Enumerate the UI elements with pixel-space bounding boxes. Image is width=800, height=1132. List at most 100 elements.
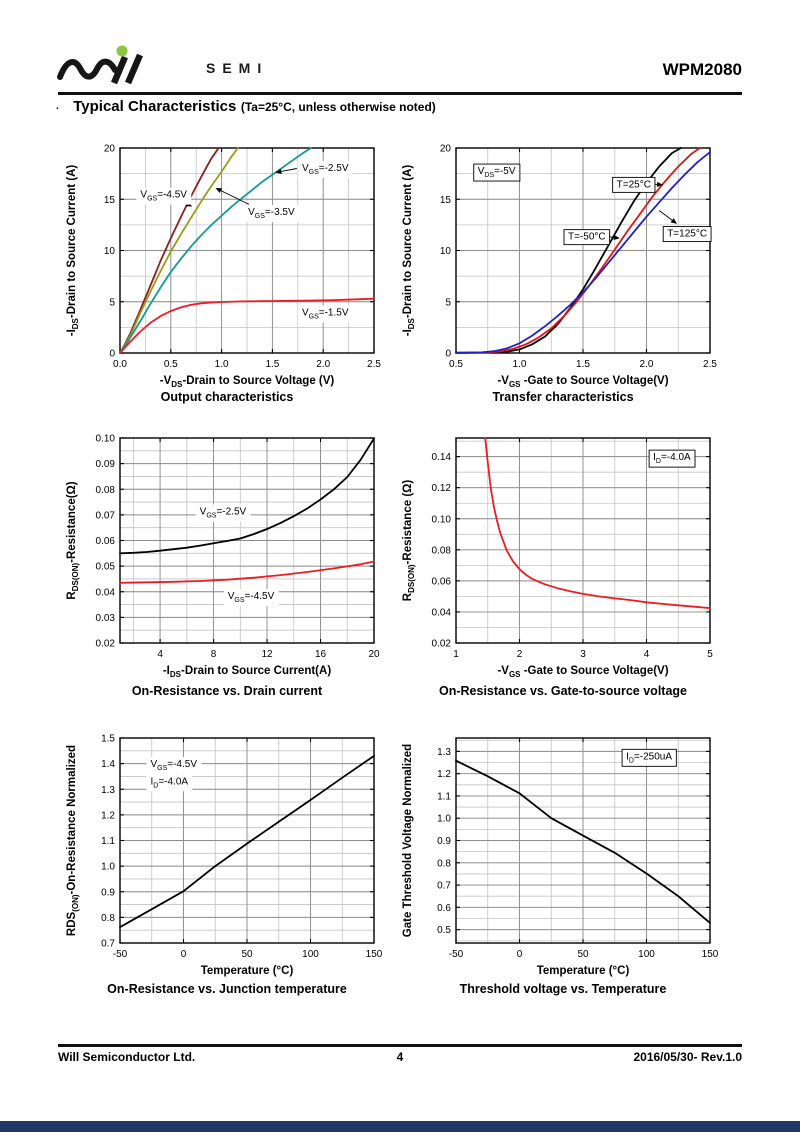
- svg-text:-IDS-Drain to Source Current(A: -IDS-Drain to Source Current(A): [163, 665, 331, 678]
- will-semi-logo-icon: [57, 45, 143, 85]
- chart-transfer-characteristics: 0.5 1.0 1.5 2.0 2.5 0 5 10 15 20 VDS=-5V T=25°C T=-5…: [398, 138, 728, 390]
- svg-text:1.0: 1.0: [513, 359, 527, 370]
- svg-text:2.0: 2.0: [640, 359, 654, 370]
- svg-text:0.05: 0.05: [96, 562, 116, 573]
- svg-text:1.2: 1.2: [437, 769, 451, 780]
- caption-on-resistance-vs-temperature: On-Resistance vs. Junction temperature: [107, 982, 347, 996]
- svg-text:0: 0: [181, 949, 187, 960]
- svg-text:-IDS-Drain to Source Current (: -IDS-Drain to Source Current (A): [402, 165, 416, 337]
- svg-text:10: 10: [104, 246, 116, 257]
- svg-text:1.1: 1.1: [101, 836, 115, 847]
- svg-text:0.5: 0.5: [164, 359, 178, 370]
- svg-text:5: 5: [445, 297, 451, 308]
- svg-text:1.5: 1.5: [265, 359, 279, 370]
- on-resistance-vs-gate-voltage-plot: 1 2 3 4 5 0.02 0.04 0.06 0.08 0.10 0.12 0.14 ID=-4.0…: [402, 437, 713, 679]
- svg-text:1.3: 1.3: [437, 747, 451, 758]
- svg-text:0.10: 0.10: [432, 514, 452, 525]
- footer-rule: [58, 1044, 742, 1047]
- svg-text:2.5: 2.5: [703, 359, 717, 370]
- caption-threshold-voltage-vs-temperature: Threshold voltage vs. Temperature: [459, 982, 667, 996]
- svg-text:1.5: 1.5: [101, 734, 115, 745]
- svg-text:VGS=-2.5V: VGS=-2.5V: [200, 507, 247, 520]
- svg-text:0.04: 0.04: [96, 587, 116, 598]
- footer-revision: 2016/05/30- Rev.1.0: [633, 1050, 742, 1064]
- svg-text:5: 5: [109, 297, 115, 308]
- svg-text:0.5: 0.5: [437, 925, 451, 936]
- svg-text:0.9: 0.9: [101, 887, 115, 898]
- svg-text:0.06: 0.06: [96, 536, 116, 547]
- caption-on-resistance-vs-drain-current: On-Resistance vs. Drain current: [131, 684, 323, 698]
- svg-text:0.7: 0.7: [437, 881, 451, 892]
- svg-text:0.09: 0.09: [96, 459, 116, 470]
- svg-text:ID=-4.0A: ID=-4.0A: [653, 452, 691, 465]
- on-resistance-vs-temperature-plot: -50 0 50 100 150 0.7 0.8 0.9 1.0 1.1 1.2 1.3 1.4 1.5 V…: [66, 734, 383, 978]
- chart-on-resistance-vs-gate-voltage: 1 2 3 4 5 0.02 0.04 0.06 0.08 0.10 0.12 0.14 ID=-4.0…: [398, 428, 728, 679]
- header-logo: SEMI: [56, 44, 356, 92]
- svg-text:0.02: 0.02: [432, 639, 452, 650]
- svg-text:5: 5: [707, 649, 713, 660]
- svg-text:12: 12: [261, 649, 273, 660]
- svg-text:0.0: 0.0: [113, 359, 127, 370]
- svg-text:-VDS-Drain to Source Voltage (: -VDS-Drain to Source Voltage (V): [160, 375, 335, 388]
- on-resistance-vs-drain-current-plot: 4 8 12 16 20 0.02 0.03 0.04 0.05 0.06 0.07 0.08 0.09…: [66, 434, 380, 680]
- svg-text:20: 20: [104, 144, 116, 155]
- svg-text:VDS=-5V: VDS=-5V: [478, 166, 516, 179]
- svg-text:-VGS -Gate to Source Voltage(V: -VGS -Gate to Source Voltage(V): [497, 375, 668, 388]
- svg-text:2.5: 2.5: [367, 359, 381, 370]
- svg-text:0.14: 0.14: [432, 452, 452, 463]
- svg-text:0.02: 0.02: [96, 639, 116, 650]
- svg-text:0: 0: [445, 349, 451, 360]
- svg-text:0.08: 0.08: [96, 485, 116, 496]
- svg-text:VGS=-4.5V: VGS=-4.5V: [140, 190, 187, 203]
- svg-text:T=125°C: T=125°C: [667, 229, 707, 240]
- svg-text:3: 3: [580, 649, 586, 660]
- page-title-conditions: (Ta=25°C, unless otherwise noted): [240, 100, 436, 114]
- svg-text:0.8: 0.8: [437, 858, 451, 869]
- svg-text:0.07: 0.07: [96, 510, 116, 521]
- svg-text:1.4: 1.4: [101, 759, 115, 770]
- part-number: WPM2080: [662, 60, 742, 79]
- svg-text:VGS=-3.5V: VGS=-3.5V: [248, 207, 295, 220]
- logo-semi-text: SEMI: [206, 60, 269, 76]
- page-title: Typical Characteristics: [73, 98, 237, 115]
- svg-text:0.10: 0.10: [96, 434, 116, 445]
- svg-text:RDS(ON)-On-Resistance Normaliz: RDS(ON)-On-Resistance Normalized: [66, 745, 80, 936]
- svg-text:0.6: 0.6: [437, 903, 451, 914]
- svg-text:4: 4: [644, 649, 650, 660]
- svg-text:0: 0: [517, 949, 523, 960]
- svg-text:1.5: 1.5: [576, 359, 590, 370]
- svg-text:T=-50°C: T=-50°C: [568, 232, 606, 243]
- svg-text:50: 50: [241, 949, 253, 960]
- chart-on-resistance-vs-drain-current: 4 8 12 16 20 0.02 0.03 0.04 0.05 0.06 0.07 0.08 0.09…: [62, 428, 392, 680]
- svg-text:Temperature (°C): Temperature (°C): [201, 965, 294, 977]
- svg-text:0.04: 0.04: [432, 607, 452, 618]
- svg-text:150: 150: [366, 949, 383, 960]
- svg-text:15: 15: [104, 195, 116, 206]
- svg-text:0.08: 0.08: [432, 545, 452, 556]
- svg-text:10: 10: [440, 246, 452, 257]
- svg-text:-50: -50: [449, 949, 464, 960]
- svg-text:2: 2: [517, 649, 523, 660]
- svg-text:0.8: 0.8: [101, 913, 115, 924]
- svg-text:0.06: 0.06: [432, 576, 452, 587]
- caption-transfer-characteristics: Transfer characteristics: [492, 390, 634, 404]
- svg-text:VGS=-4.5V: VGS=-4.5V: [150, 759, 197, 772]
- svg-text:VGS=-4.5V: VGS=-4.5V: [228, 591, 275, 604]
- svg-text:0.5: 0.5: [449, 359, 463, 370]
- svg-text:1.0: 1.0: [101, 862, 115, 873]
- chart-threshold-voltage-vs-temperature: -50 0 50 100 150 0.5 0.6 0.7 0.8 0.9 1.0 1.1 1.2 1.3 I…: [398, 728, 728, 978]
- svg-text:150: 150: [702, 949, 719, 960]
- svg-text:1.0: 1.0: [437, 814, 451, 825]
- caption-on-resistance-vs-gate-voltage: On-Resistance vs. Gate-to-source voltage: [439, 684, 687, 698]
- svg-text:1: 1: [453, 649, 459, 660]
- logo-green-dot: [116, 45, 128, 57]
- svg-text:0.9: 0.9: [437, 836, 451, 847]
- svg-text:-50: -50: [113, 949, 128, 960]
- svg-text:15: 15: [440, 195, 452, 206]
- svg-text:20: 20: [440, 144, 452, 155]
- svg-text:-VGS -Gate to Source Voltage(V: -VGS -Gate to Source Voltage(V): [497, 665, 668, 678]
- svg-text:2.0: 2.0: [316, 359, 330, 370]
- svg-text:T=25°C: T=25°C: [617, 179, 651, 190]
- svg-text:100: 100: [302, 949, 319, 960]
